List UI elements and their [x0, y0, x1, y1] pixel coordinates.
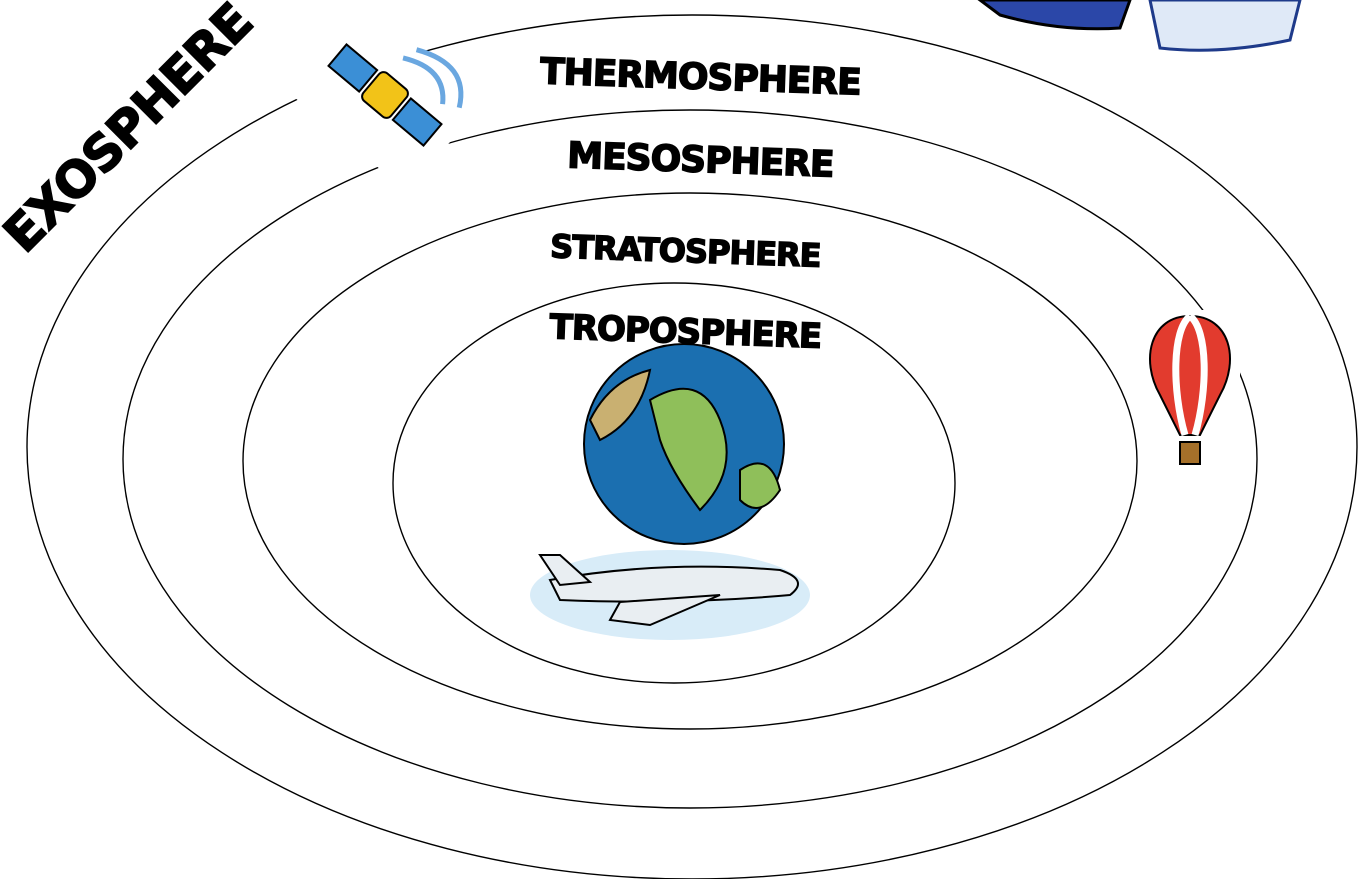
balloon-icon [1140, 310, 1240, 475]
page: {"layers": [ {"label": "EXOSPHERE"}, {"l… [0, 0, 1367, 879]
satellite-icon [293, 1, 487, 192]
layer-label: THERMOSPHERE [539, 51, 861, 103]
airplane-icon [530, 550, 810, 640]
layer-label: EXOSPHERE [0, 0, 264, 264]
layer-label: STRATOSPHERE [550, 227, 822, 274]
book-icon [980, 0, 1300, 50]
earth-icon [584, 344, 784, 544]
layer-label: TROPOSPHERE [549, 307, 822, 356]
layer-label: MESOSPHERE [567, 135, 835, 185]
atmosphere-diagram: EXOSPHERE THERMOSPHERE MESOSPHERE STRATO… [0, 0, 1367, 879]
